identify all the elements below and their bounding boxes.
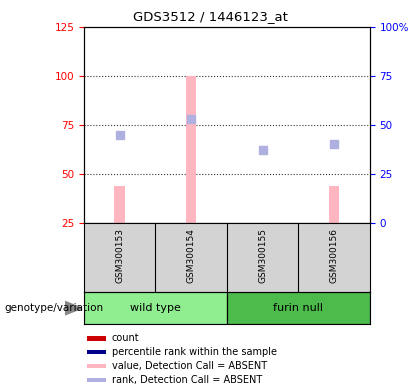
Bar	[87, 336, 106, 341]
Bar	[114, 185, 125, 223]
Text: furin null: furin null	[273, 303, 323, 313]
Text: GSM300153: GSM300153	[115, 228, 124, 283]
Text: rank, Detection Call = ABSENT: rank, Detection Call = ABSENT	[112, 375, 262, 384]
Bar	[257, 223, 268, 268]
Text: GSM300155: GSM300155	[258, 228, 267, 283]
Bar	[227, 292, 370, 324]
Text: genotype/variation: genotype/variation	[4, 303, 103, 313]
Text: GSM300154: GSM300154	[186, 228, 196, 283]
Bar	[186, 76, 197, 223]
Text: percentile rank within the sample: percentile rank within the sample	[112, 347, 276, 357]
Polygon shape	[65, 301, 82, 315]
Text: count: count	[112, 333, 139, 343]
Bar	[87, 364, 106, 368]
Bar	[87, 378, 106, 382]
Text: wild type: wild type	[130, 303, 181, 313]
Bar	[87, 350, 106, 354]
Text: GSM300156: GSM300156	[329, 228, 339, 283]
Bar	[328, 185, 339, 223]
Text: GDS3512 / 1446123_at: GDS3512 / 1446123_at	[133, 10, 287, 23]
Text: value, Detection Call = ABSENT: value, Detection Call = ABSENT	[112, 361, 267, 371]
Bar	[84, 292, 227, 324]
